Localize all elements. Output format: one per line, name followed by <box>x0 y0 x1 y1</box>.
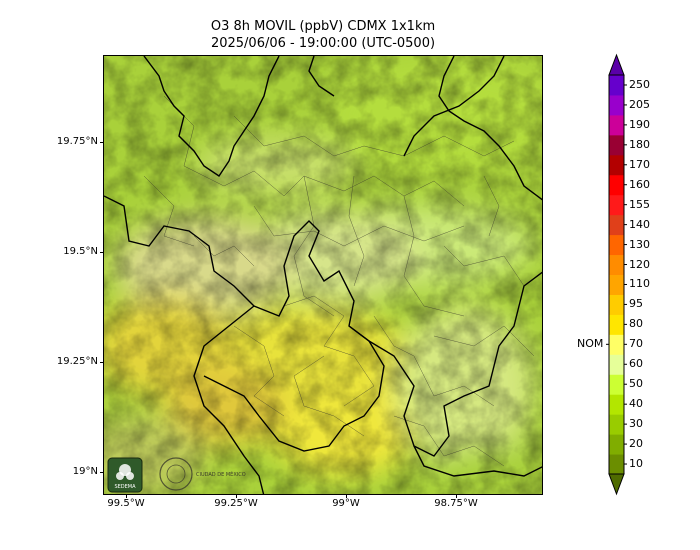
colorbar-segment <box>609 274 624 295</box>
terrain-relief <box>104 56 542 494</box>
x-tick-mark <box>236 495 237 498</box>
map-title: O3 8h MOVIL (ppbV) CDMX 1x1km <box>210 19 436 34</box>
colorbar-tick-label: 205 <box>629 97 650 111</box>
nom-reference-label: NOM <box>577 337 604 351</box>
colorbar-tick-label: 120 <box>629 257 650 271</box>
colorbar-tick-label: 170 <box>629 157 650 171</box>
colorbar-segment <box>609 134 624 156</box>
colorbar-ticks <box>606 84 627 465</box>
colorbar-tick-label: 30 <box>629 417 643 431</box>
colorbar-tick-label: 80 <box>629 317 643 331</box>
sedema-logo-text: SEDEMA <box>114 484 136 490</box>
x-tick-label: 98.75°W <box>434 498 478 509</box>
y-tick-label: 19.5°N <box>63 246 98 257</box>
x-tick-mark <box>456 495 457 498</box>
colorbar-tick-label: 155 <box>629 197 650 211</box>
colorbar-tick-label: 70 <box>629 337 643 351</box>
municipal-boundaries <box>143 95 535 467</box>
colorbar-segment <box>609 194 624 216</box>
colorbar-tick-label: 160 <box>629 177 650 191</box>
y-tick-mark <box>100 472 103 473</box>
ozone-map: SEDEMA CIUDAD DE MÉXICO <box>103 55 543 495</box>
colorbar-segment <box>609 254 624 275</box>
colorbar-tick-label: 180 <box>629 137 650 151</box>
colorbar-segment <box>609 234 624 256</box>
colorbar-segment <box>609 114 624 136</box>
y-tick-label: 19.75°N <box>56 136 98 147</box>
state-boundaries <box>104 56 542 494</box>
x-tick-mark <box>346 495 347 498</box>
y-tick-mark <box>100 142 103 143</box>
colorbar-under-arrow <box>608 473 625 496</box>
colorbar-tick-label: 110 <box>629 277 650 291</box>
colorbar-tick-label: 50 <box>629 377 643 391</box>
colorbar <box>606 53 627 496</box>
colorbar-outline <box>608 74 625 475</box>
map-timestamp: 2025/06/06 - 19:00:00 (UTC-0500) <box>210 36 436 51</box>
colorbar-segment <box>609 414 624 435</box>
y-tick-mark <box>100 362 103 363</box>
colorbar-tick-label: 130 <box>629 237 650 251</box>
cdmx-logo: CIUDAD DE MÉXICO <box>159 457 246 491</box>
colorbar-segment <box>609 75 624 96</box>
colorbar-tick-label: 190 <box>629 117 650 131</box>
colorbar-segment <box>609 154 624 176</box>
sedema-logo: SEDEMA <box>107 457 143 493</box>
colorbar-segment <box>609 454 624 475</box>
x-tick-label: 99.25°W <box>214 498 258 509</box>
colorbar-tick-label: 20 <box>629 437 643 451</box>
y-tick-mark <box>100 252 103 253</box>
map-canvas: SEDEMA CIUDAD DE MÉXICO <box>104 56 542 494</box>
colorbar-segment <box>609 314 624 335</box>
colorbar-segment <box>609 94 624 116</box>
colorbar-tick-label: 10 <box>629 457 643 471</box>
colorbar-segment <box>609 374 624 395</box>
x-tick-label: 99.5°W <box>107 498 145 509</box>
colorbar-tick-label: 250 <box>629 77 650 91</box>
colorbar-segment <box>609 434 624 455</box>
colorbar-segment <box>609 214 624 236</box>
y-tick-label: 19°N <box>72 466 98 477</box>
colorbar-segment <box>609 334 624 355</box>
colorbar-segment <box>609 394 624 415</box>
x-tick-label: 99°W <box>332 498 360 509</box>
colorbar-segment <box>609 294 624 315</box>
colorbar-over-arrow <box>608 53 625 76</box>
colorbar-segments <box>609 75 624 475</box>
x-tick-mark <box>126 495 127 498</box>
cdmx-logo-text: CIUDAD DE MÉXICO <box>196 470 246 478</box>
colorbar-segment <box>609 174 624 196</box>
y-tick-label: 19.25°N <box>56 356 98 367</box>
colorbar-segment <box>609 354 624 375</box>
colorbar-tick-label: 60 <box>629 357 643 371</box>
colorbar-tick-label: 95 <box>629 297 643 311</box>
colorbar-tick-label: 140 <box>629 217 650 231</box>
colorbar-tick-label: 40 <box>629 397 643 411</box>
